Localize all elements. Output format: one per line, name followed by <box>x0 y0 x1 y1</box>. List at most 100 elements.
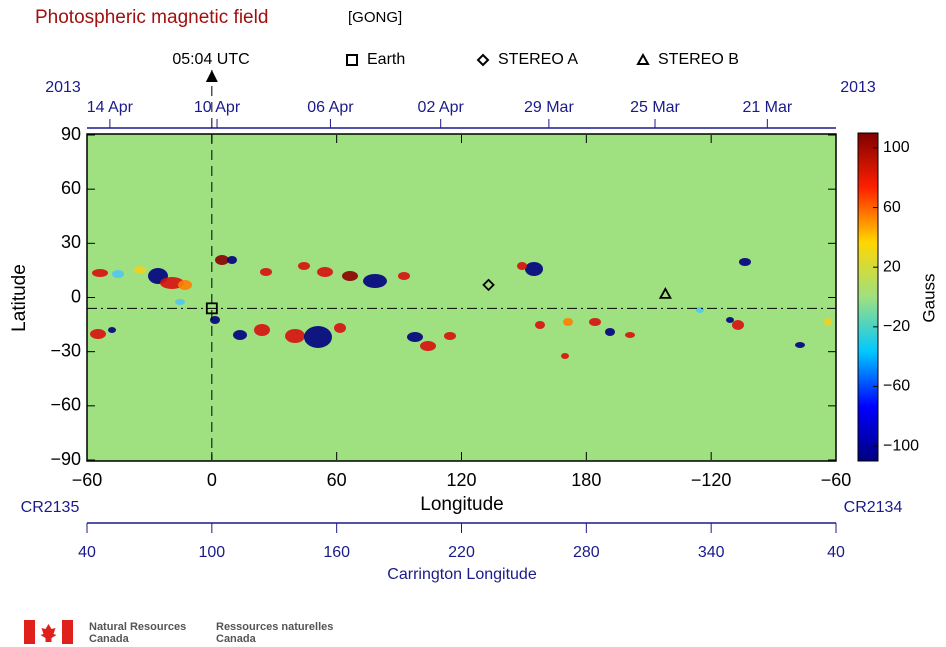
x-tick-label: −60 <box>72 470 103 490</box>
y-tick-label: 30 <box>61 232 81 252</box>
y-tick-label: 60 <box>61 178 81 198</box>
flux-patch <box>561 353 569 359</box>
y-tick-label: −90 <box>50 449 81 469</box>
footer-en: Canada <box>89 633 130 645</box>
flux-patch <box>90 329 106 339</box>
legend-label: STEREO B <box>658 51 739 68</box>
x-tick-label: 120 <box>446 470 476 490</box>
carrington-label: Carrington Longitude <box>387 566 537 583</box>
marker-diamond <box>482 278 495 292</box>
title: Photospheric magnetic field <box>35 7 268 28</box>
date-tick-label: 02 Apr <box>418 99 465 116</box>
flux-patch <box>420 341 436 351</box>
carrington-tick-label: 220 <box>448 544 475 561</box>
footer-fr: Canada <box>216 633 257 645</box>
map-features <box>90 255 832 359</box>
colorbar-label: Gauss <box>919 273 938 322</box>
date-tick-label: 29 Mar <box>524 99 574 116</box>
x-tick-label: 0 <box>207 470 217 490</box>
x-tick-label: −60 <box>821 470 852 490</box>
flux-patch <box>134 266 146 274</box>
flux-patch <box>304 326 332 348</box>
marker-diamond <box>476 53 490 67</box>
flux-patch <box>254 324 270 336</box>
date-tick-label: 14 Apr <box>87 99 134 116</box>
colorbar-tick-label: 60 <box>883 199 901 216</box>
flux-patch <box>726 317 734 323</box>
flux-patch <box>407 332 423 342</box>
x-axis-label: Longitude <box>420 494 503 515</box>
flux-patch <box>732 320 744 330</box>
flux-patch <box>795 342 805 348</box>
colorbar <box>857 132 879 462</box>
flux-patch <box>398 272 410 280</box>
flux-patch <box>227 256 237 264</box>
cr-right: CR2134 <box>844 499 903 516</box>
marker-square <box>205 302 218 315</box>
marker-triangle <box>636 52 650 65</box>
carrington-tick-label: 340 <box>698 544 725 561</box>
date-tick-label: 06 Apr <box>307 99 354 116</box>
flux-patch <box>178 280 192 290</box>
y-tick-label: −60 <box>50 395 81 415</box>
carrington-tick-label: 100 <box>198 544 225 561</box>
flux-patch <box>739 258 751 266</box>
flux-patch <box>563 318 573 326</box>
x-tick-label: 180 <box>571 470 601 490</box>
flux-patch <box>444 332 456 340</box>
date-tick-label: 25 Mar <box>630 99 680 116</box>
marker-triangle <box>658 287 672 299</box>
colorbar-tick-label: −20 <box>883 318 910 335</box>
carrington-tick-label: 40 <box>827 544 845 561</box>
map-background <box>87 134 836 461</box>
flux-patch <box>285 329 305 343</box>
source: [GONG] <box>348 9 402 26</box>
flux-patch <box>517 262 527 270</box>
legend-label: Earth <box>367 51 405 68</box>
colorbar-tick-label: 20 <box>883 258 901 275</box>
x-tick-label: 60 <box>327 470 347 490</box>
logo <box>24 620 73 644</box>
time-arrow <box>205 70 218 82</box>
carrington-tick-label: 40 <box>78 544 96 561</box>
x-tick-label: −120 <box>691 470 732 490</box>
flux-patch <box>210 316 220 324</box>
colorbar-tick-label: 100 <box>883 139 910 156</box>
flux-patch <box>363 274 387 288</box>
flux-patch <box>317 267 333 277</box>
flux-patch <box>824 318 832 326</box>
time-label: 05:04 UTC <box>172 51 249 68</box>
y-tick-label: −30 <box>50 340 81 360</box>
flux-patch <box>260 268 272 276</box>
flux-patch <box>92 269 108 277</box>
flux-patch <box>215 255 229 265</box>
carrington-tick-label: 280 <box>573 544 600 561</box>
date-tick-label: 10 Apr <box>194 99 241 116</box>
y-tick-label: 0 <box>71 286 81 306</box>
colorbar-tick-label: −100 <box>883 437 919 454</box>
footer-fr: Ressources naturelles <box>216 621 333 633</box>
carrington-tick-label: 160 <box>323 544 350 561</box>
year-right: 2013 <box>840 79 876 96</box>
colorbar-tick-label: −60 <box>883 378 910 395</box>
date-tick-label: 21 Mar <box>742 99 792 116</box>
flux-patch <box>589 318 601 326</box>
flux-patch <box>625 332 635 338</box>
flux-patch <box>160 277 184 289</box>
legend-label: STEREO A <box>498 51 578 68</box>
flux-patch <box>175 299 185 305</box>
marker-square <box>346 54 358 66</box>
flux-patch <box>605 328 615 336</box>
y-tick-label: 90 <box>61 124 81 144</box>
flux-patch <box>233 330 247 340</box>
year-left: 2013 <box>45 79 81 96</box>
cr-left: CR2135 <box>21 499 80 516</box>
flux-patch <box>108 327 116 333</box>
y-axis-label: Latitude <box>9 264 30 332</box>
flux-patch <box>535 321 545 329</box>
flux-patch <box>298 262 310 270</box>
flux-patch <box>112 270 124 278</box>
flux-patch <box>334 323 346 333</box>
footer-en: Natural Resources <box>89 621 186 633</box>
